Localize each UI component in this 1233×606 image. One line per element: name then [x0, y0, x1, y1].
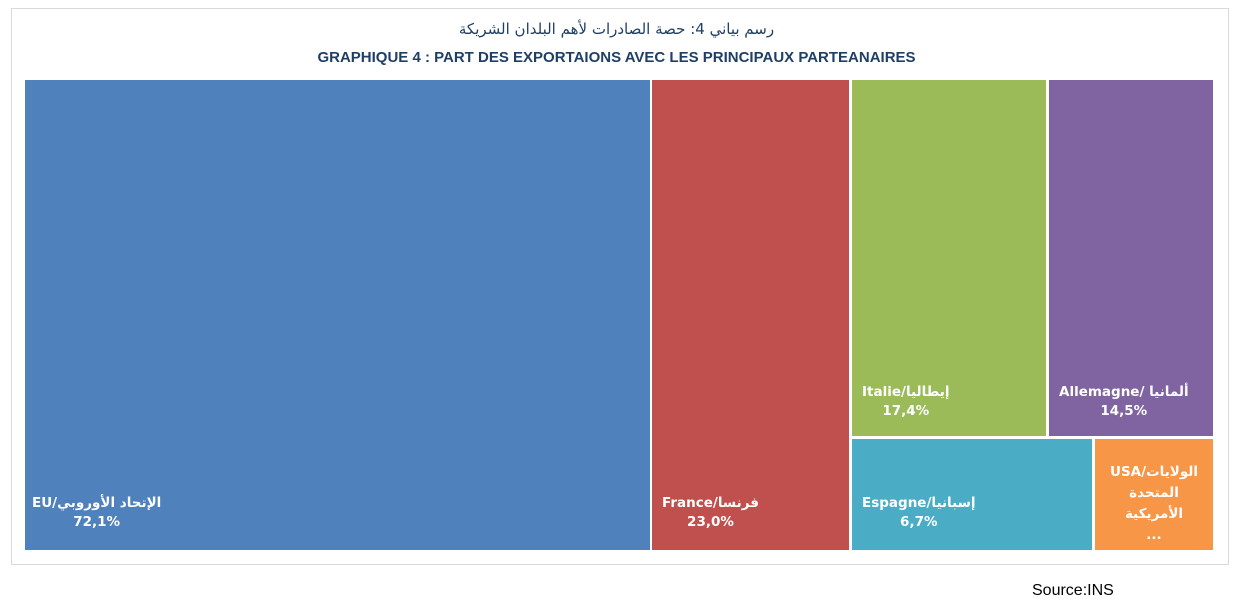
tile-usa-name: USA/الولايات المتحدة الأمريكية: [1110, 464, 1198, 522]
tile-france: France/فرنسا 23,0%: [652, 80, 849, 550]
source-note: Source:INS: [1032, 582, 1114, 599]
tile-espagne-label: Espagne/إسبانيا 6,7%: [862, 494, 976, 532]
tile-eu: EU/الإتحاد الأوروبي 72,1%: [25, 80, 650, 550]
tile-france-value: 23,0%: [687, 514, 734, 530]
tile-france-name: France/فرنسا: [662, 495, 759, 511]
tile-italie-name: Italie/إيطاليا: [862, 384, 950, 400]
tile-allemagne-label: Allemagne/ ألمانيا 14,5%: [1059, 383, 1189, 421]
tile-eu-value: 72,1%: [73, 514, 121, 530]
tile-allemagne-value: 14,5%: [1100, 403, 1148, 419]
tile-espagne-value: 6,7%: [900, 514, 938, 530]
tile-usa-label: USA/الولايات المتحدة الأمريكية...: [1101, 462, 1207, 546]
tile-usa-value: ...: [1146, 527, 1162, 543]
tile-espagne-name: Espagne/إسبانيا: [862, 495, 976, 511]
tile-italie: Italie/إيطاليا 17,4%: [852, 80, 1046, 436]
tile-france-label: France/فرنسا 23,0%: [662, 494, 759, 532]
tile-eu-name: EU/الإتحاد الأوروبي: [32, 495, 162, 511]
tile-italie-value: 17,4%: [882, 403, 930, 419]
tile-usa: USA/الولايات المتحدة الأمريكية...: [1095, 439, 1213, 550]
chart-title-french: GRAPHIQUE 4 : PART DES EXPORTAIONS AVEC …: [317, 49, 916, 66]
chart-title-arabic: رسم بياني 4: حصة الصادرات لأهم البلدان ا…: [458, 20, 775, 38]
tile-allemagne: Allemagne/ ألمانيا 14,5%: [1049, 80, 1213, 436]
tile-eu-label: EU/الإتحاد الأوروبي 72,1%: [32, 494, 161, 532]
tile-allemagne-name: Allemagne/ ألمانيا: [1059, 384, 1189, 400]
tile-espagne: Espagne/إسبانيا 6,7%: [852, 439, 1092, 550]
tile-italie-label: Italie/إيطاليا 17,4%: [862, 383, 950, 421]
